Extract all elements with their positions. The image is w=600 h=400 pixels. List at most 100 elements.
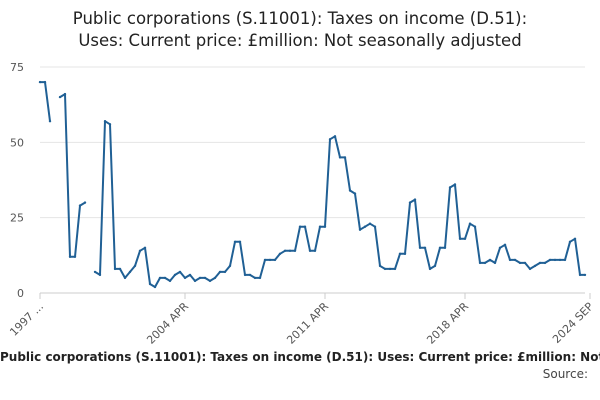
data-point [308,249,312,252]
data-point [268,258,272,262]
data-point [253,276,257,280]
data-point [178,270,182,274]
data-point [323,225,327,228]
data-point [83,201,87,204]
data-point [383,267,387,271]
data-point [463,237,467,240]
data-point [433,264,437,268]
data-point [503,243,507,246]
x-tick-label: 2024 SEP [550,300,596,346]
data-point [413,198,417,201]
data-point [393,267,397,271]
data-point [548,258,552,262]
data-point [193,279,197,283]
y-tick-label: 0 [17,287,24,300]
x-tick-label: 2011 APR [284,300,331,347]
data-point [458,237,462,240]
data-point [58,95,62,99]
data-point [538,261,542,265]
data-point [243,273,247,277]
data-point [558,258,562,262]
data-point [78,204,82,207]
data-point [523,261,527,265]
data-point [568,240,572,243]
data-point [123,276,127,280]
x-tick-label: 1997 ... [7,300,46,339]
data-point [318,225,322,228]
data-point [143,246,147,249]
y-tick-label: 75 [10,61,24,74]
data-point [348,189,352,192]
chart-title-line-1: Public corporations (S.11001): Taxes on … [72,9,528,28]
data-point [343,156,347,159]
data-point [438,246,442,249]
data-point [408,201,412,204]
data-point [333,135,337,138]
data-point [473,225,477,228]
y-tick-label: 25 [10,212,24,225]
data-point [198,276,202,280]
data-point [188,273,192,277]
data-point [498,246,502,249]
data-point [443,246,447,249]
data-point [508,258,512,262]
data-point [513,258,517,262]
chart-title-line-2: Uses: Current price: £million: Not seaso… [78,31,522,50]
data-point [93,270,97,274]
data-point [388,267,392,271]
data-point [43,80,47,84]
data-point [363,225,367,228]
data-point [213,276,217,280]
data-point [518,261,522,265]
data-point [378,264,382,268]
data-point [543,261,547,265]
data-point [63,92,67,96]
data-point [358,228,362,231]
x-tick-label: 2004 APR [144,300,191,347]
data-point [328,138,332,141]
data-point [468,222,472,225]
data-point [313,249,317,252]
data-point [258,276,262,280]
data-point [583,273,587,277]
chart-title: Public corporations (S.11001): Taxes on … [0,8,600,52]
data-point [483,261,487,265]
data-point [428,267,432,271]
chart-caption: Public corporations (S.11001): Taxes on … [0,350,600,364]
data-point [553,258,557,262]
data-point [418,246,422,249]
data-point [263,258,267,262]
data-point [578,273,582,277]
x-tick-label: 2018 APR [424,300,471,347]
data-point [338,156,342,159]
data-point [573,237,577,240]
data-point [248,273,252,277]
data-point [238,240,242,243]
data-point [113,267,117,271]
data-point [398,252,402,255]
data-point [533,264,537,268]
data-point [278,252,282,255]
data-point [208,279,212,283]
series-line [40,81,585,288]
data-point [228,264,232,268]
data-point [183,276,187,280]
source-label: Source: [542,367,588,381]
data-point [163,276,167,280]
data-point [218,270,222,274]
data-point [73,255,77,258]
data-point [223,270,227,274]
data-point [283,249,287,252]
data-point [403,252,407,255]
data-point [293,249,297,252]
data-point [128,270,132,274]
data-point [153,285,157,289]
data-point [173,273,177,277]
data-point [563,258,567,262]
data-point [233,240,237,243]
data-point [353,192,357,195]
data-point [373,225,377,228]
data-point [158,276,162,280]
data-point [118,267,122,271]
